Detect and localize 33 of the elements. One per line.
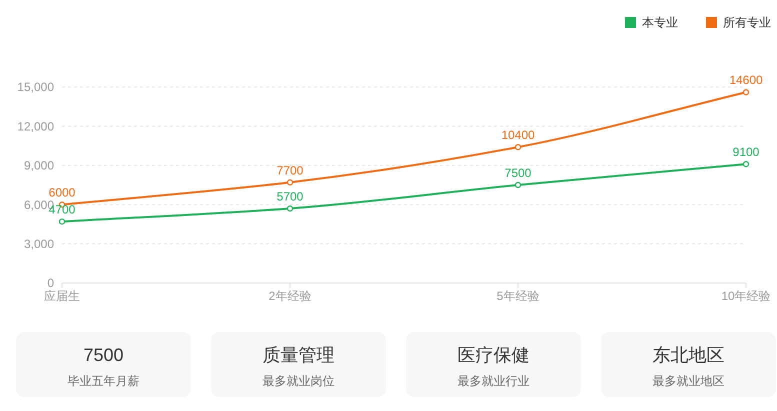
y-tick-label: 9,000 [24, 158, 54, 173]
point [58, 218, 66, 225]
data-label: 6000 [48, 186, 76, 200]
y-tick-label: 3,000 [24, 237, 54, 251]
text: 东北地区 [652, 345, 724, 365]
point [742, 89, 750, 96]
text: 最多就业岗位 [262, 374, 334, 388]
text: 质量管理 [262, 345, 334, 365]
y-tick-label: 0 [47, 276, 54, 290]
x-tick-label: 5年经验 [496, 289, 540, 303]
text: 最多就业行业 [458, 374, 530, 388]
point [286, 179, 294, 186]
point [514, 144, 522, 150]
text: 毕业五年月薪 [68, 374, 140, 388]
x-tick-label: 2年经验 [268, 289, 312, 303]
text: 医疗保健 [458, 345, 530, 365]
data-label: 14600 [729, 73, 764, 88]
point [514, 182, 522, 188]
point [742, 160, 750, 168]
text: 最多就业地区 [652, 374, 724, 388]
data-label: 10400 [501, 128, 536, 142]
data-label: 9100 [732, 145, 760, 160]
data-label: 5700 [276, 190, 304, 204]
legend-label: 所有专业 [723, 16, 771, 30]
x-tick-label: 应届生 [44, 289, 80, 303]
point [286, 205, 294, 212]
data-label: 7500 [504, 166, 532, 180]
text: 7500 [83, 345, 124, 365]
y-tick-label: 15,000 [17, 80, 54, 94]
data-label: 7700 [276, 163, 304, 178]
legend-label: 本专业 [642, 16, 678, 30]
y-tick-label: 12,000 [17, 119, 54, 134]
x-tick-label: 10年经验 [721, 289, 771, 303]
